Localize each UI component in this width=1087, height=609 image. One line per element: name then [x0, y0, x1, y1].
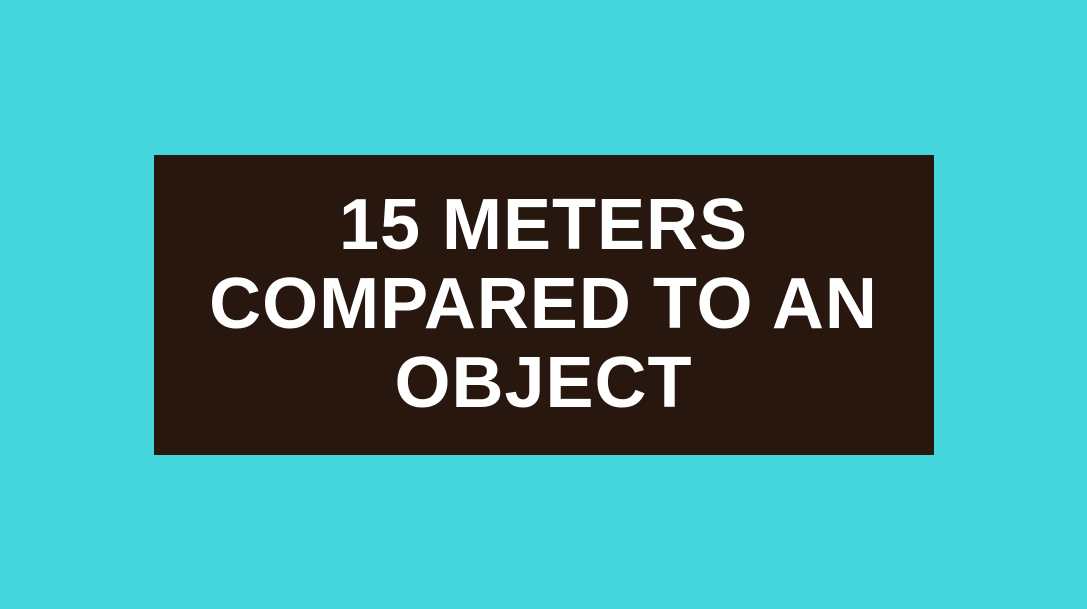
title-box: 15 METERS COMPARED TO AN OBJECT	[154, 155, 934, 455]
page-title: 15 METERS COMPARED TO AN OBJECT	[194, 186, 894, 424]
